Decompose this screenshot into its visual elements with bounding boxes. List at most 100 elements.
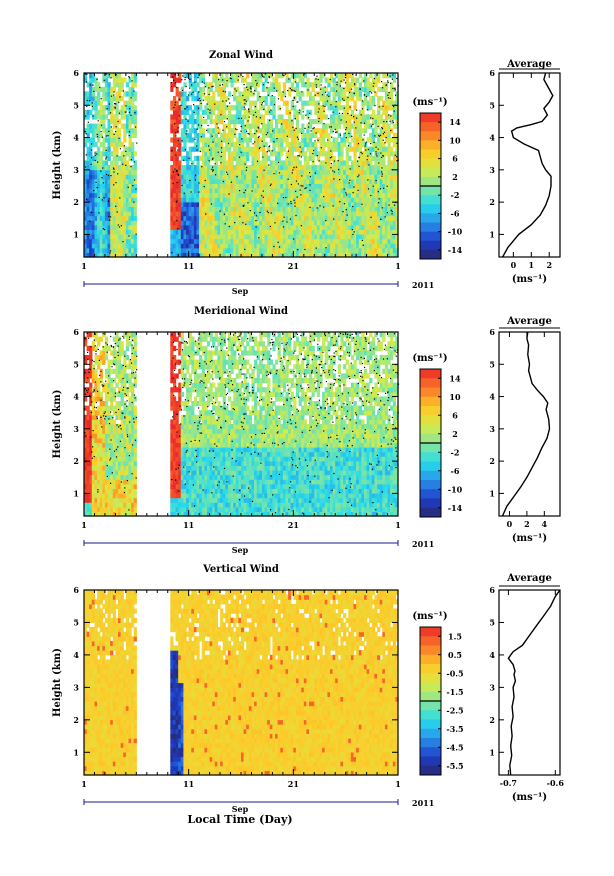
colorbar-band: [420, 113, 441, 123]
x-tick-label: 0: [511, 260, 517, 270]
colorbar-tick-label: 6: [452, 410, 458, 420]
colorbar-band: [420, 507, 441, 518]
colorbar-tick-label: -6: [451, 466, 460, 476]
colorbar-band: [420, 654, 441, 665]
colorbar-tick-label: 2: [452, 172, 458, 182]
colorbar: 14 10 6 2 -2 -6 -10 -14 (ms⁻¹): [412, 97, 463, 260]
x-tick-label: 1: [81, 520, 87, 530]
colorbar-band: [420, 719, 441, 730]
x-axis-title: Local Time (Day): [187, 813, 292, 826]
x-axis-label: (ms⁻¹): [512, 274, 547, 285]
colorbar-tick-label: -10: [448, 227, 463, 237]
colorbar-band: [420, 738, 441, 748]
y-tick-label: 2: [489, 197, 495, 207]
colorbar-tick-label: -2: [451, 447, 460, 457]
average-frame: [498, 589, 561, 776]
y-tick-label: 4: [489, 650, 495, 660]
y-tick-label: 5: [489, 359, 495, 369]
x-tick-label: 1: [395, 261, 401, 271]
year-label: 2011: [412, 798, 434, 808]
colorbar-band: [420, 710, 441, 720]
x-tick-label: 1: [529, 260, 535, 270]
colorbar-band: [420, 415, 441, 425]
colorbar-band: [420, 461, 441, 472]
colorbar-unit: (ms⁻¹): [412, 97, 447, 108]
colorbar-band: [420, 452, 441, 462]
colorbar-band: [420, 691, 441, 702]
colorbar-band: [420, 140, 441, 150]
colorbar-band: [420, 756, 441, 767]
year-label: 2011: [412, 539, 434, 549]
y-tick-label: 3: [489, 165, 495, 175]
y-tick-label: 5: [73, 100, 79, 110]
colorbar-band: [420, 158, 441, 169]
colorbar-band: [420, 149, 441, 160]
colorbar-band: [420, 240, 441, 251]
y-tick-label: 2: [73, 456, 79, 466]
colorbar: 14 10 6 2 -2 -6 -10 -14 (ms⁻¹): [412, 353, 463, 518]
average-frame: [498, 331, 561, 517]
colorbar-band: [420, 627, 441, 637]
x-axis-label: (ms⁻¹): [512, 792, 547, 803]
month-label: Sep: [232, 804, 249, 814]
y-tick-label: 2: [489, 715, 495, 725]
heatmap-field: [84, 332, 399, 517]
average-title: Average: [506, 59, 552, 70]
average-frame: [498, 72, 561, 258]
colorbar-band: [420, 249, 441, 260]
y-tick-label: 6: [73, 327, 79, 337]
y-tick-label: 1: [73, 488, 79, 498]
colorbar-band: [420, 747, 441, 757]
y-tick-label: 4: [73, 392, 79, 402]
y-tick-label: 1: [489, 747, 495, 757]
month-label: Sep: [232, 286, 249, 296]
colorbar-band: [420, 213, 441, 223]
colorbar-tick-label: -2: [451, 190, 460, 200]
x-axis-label: (ms⁻¹): [512, 533, 547, 544]
y-tick-label: 6: [73, 585, 79, 595]
y-tick-label: 6: [489, 327, 495, 337]
y-tick-label: 4: [489, 133, 495, 143]
y-tick-label: 1: [489, 229, 495, 239]
x-tick-label: 1: [395, 520, 401, 530]
x-tick-label: 2: [524, 519, 530, 529]
colorbar-band: [420, 231, 441, 242]
colorbar-band: [420, 186, 441, 196]
colorbar-band: [420, 728, 441, 739]
colorbar-band: [420, 433, 441, 444]
average-profile-line: [501, 331, 551, 517]
x-tick-label: 21: [288, 520, 299, 530]
average-panel-1: Average 1 2 3 4 5 6 0 1 2 (ms⁻¹): [489, 59, 561, 285]
colorbar-tick-label: -5.5: [446, 761, 463, 771]
colorbar-tick-label: -14: [448, 503, 463, 513]
y-tick-label: 4: [73, 133, 79, 143]
y-tick-label: 3: [73, 424, 79, 434]
year-label: 2011: [412, 280, 434, 290]
colorbar-band: [420, 682, 441, 693]
average-panel-2: Average 1 2 3 4 5 6 0 2 4 (ms⁻¹): [489, 316, 561, 544]
colorbar-band: [420, 443, 441, 453]
y-tick-label: 3: [489, 682, 495, 692]
x-tick-label: 2: [546, 260, 552, 270]
average-profile-line: [501, 72, 554, 258]
colorbar-band: [420, 122, 441, 132]
y-tick-label: 5: [489, 617, 495, 627]
x-tick-label: -0.6: [547, 778, 565, 788]
colorbar-tick-label: -3.5: [446, 724, 463, 734]
y-tick-label: 2: [73, 715, 79, 725]
colorbar-tick-label: 1.5: [448, 631, 462, 641]
y-tick-label: 2: [73, 197, 79, 207]
colorbar-band: [420, 396, 441, 407]
colorbar-band: [420, 470, 441, 481]
colorbar-band: [420, 195, 441, 205]
colorbar-tick-label: 0.5: [448, 650, 462, 660]
y-tick-label: 1: [73, 747, 79, 757]
colorbar-tick-label: -10: [448, 484, 463, 494]
colorbar-tick-label: -1.5: [446, 687, 463, 697]
colorbar-tick-label: -4.5: [446, 742, 463, 752]
y-axis-label: Height (km): [52, 131, 63, 200]
colorbar-tick-label: 10: [449, 135, 461, 145]
colorbar-band: [420, 204, 441, 214]
colorbar-tick-label: -0.5: [446, 668, 463, 678]
